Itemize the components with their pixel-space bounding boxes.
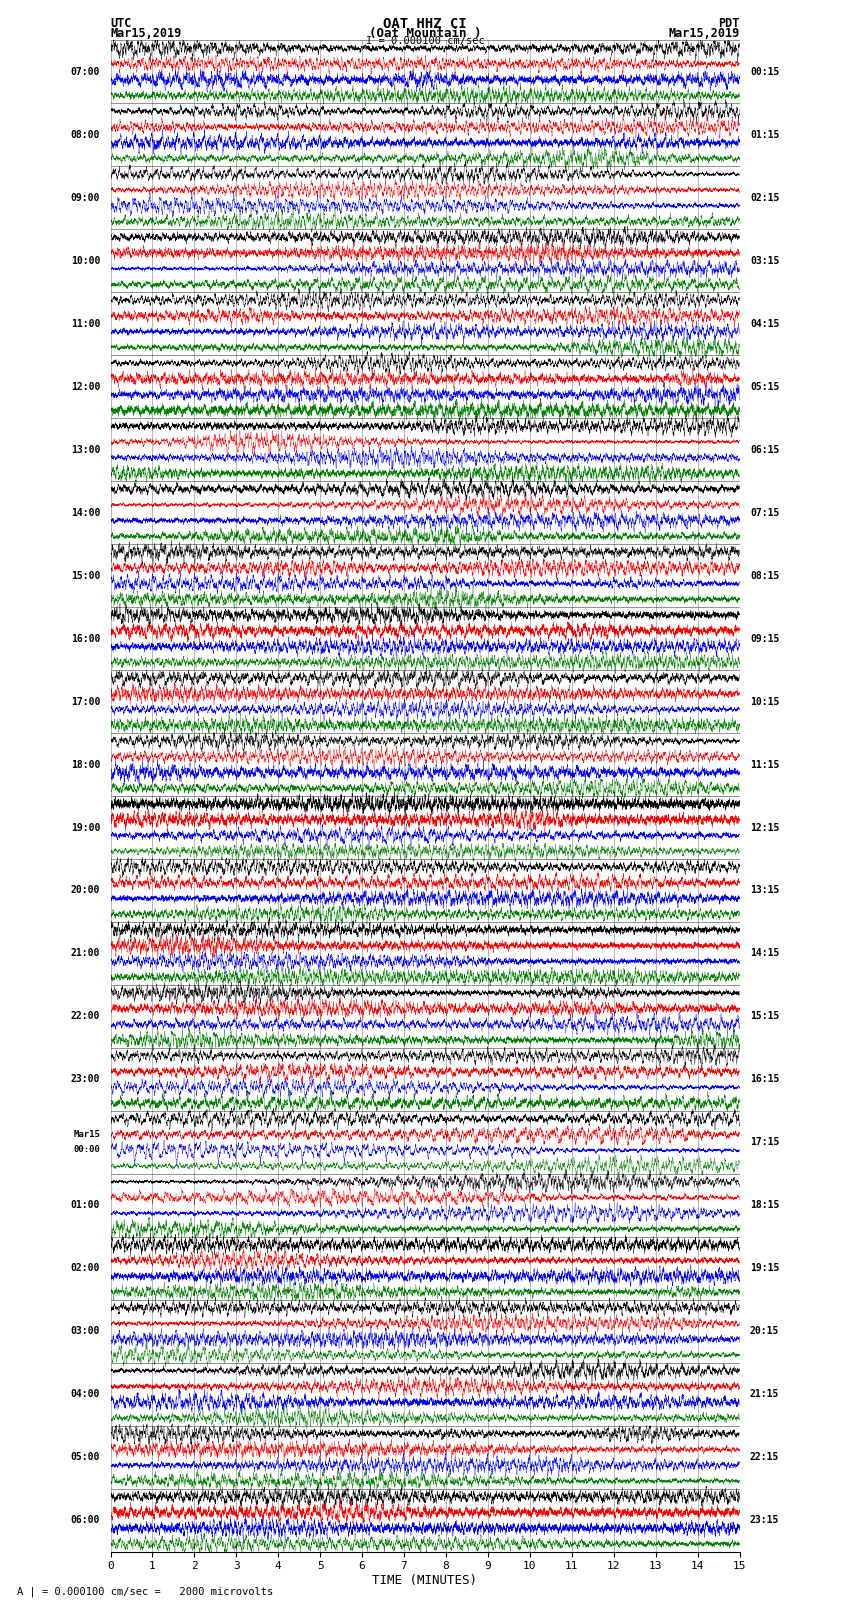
Text: PDT: PDT xyxy=(718,18,740,31)
Text: 23:00: 23:00 xyxy=(71,1074,100,1084)
Text: 23:15: 23:15 xyxy=(750,1515,779,1526)
Text: 10:15: 10:15 xyxy=(750,697,779,706)
Text: 08:15: 08:15 xyxy=(750,571,779,581)
Text: 22:00: 22:00 xyxy=(71,1011,100,1021)
Text: 05:00: 05:00 xyxy=(71,1452,100,1463)
Text: 07:00: 07:00 xyxy=(71,66,100,77)
Text: 05:15: 05:15 xyxy=(750,382,779,392)
Text: 03:00: 03:00 xyxy=(71,1326,100,1336)
Text: 13:15: 13:15 xyxy=(750,886,779,895)
Text: Mar15,2019: Mar15,2019 xyxy=(110,26,182,40)
Text: 02:00: 02:00 xyxy=(71,1263,100,1273)
Text: 15:15: 15:15 xyxy=(750,1011,779,1021)
Text: 01:00: 01:00 xyxy=(71,1200,100,1210)
Text: 20:15: 20:15 xyxy=(750,1326,779,1336)
Text: 12:15: 12:15 xyxy=(750,823,779,832)
X-axis label: TIME (MINUTES): TIME (MINUTES) xyxy=(372,1574,478,1587)
Text: 01:15: 01:15 xyxy=(750,129,779,140)
Text: 10:00: 10:00 xyxy=(71,256,100,266)
Text: Mar15,2019: Mar15,2019 xyxy=(668,26,740,40)
Text: 06:15: 06:15 xyxy=(750,445,779,455)
Text: 19:00: 19:00 xyxy=(71,823,100,832)
Text: 18:00: 18:00 xyxy=(71,760,100,769)
Text: 15:00: 15:00 xyxy=(71,571,100,581)
Text: 00:00: 00:00 xyxy=(73,1145,100,1155)
Text: 04:00: 04:00 xyxy=(71,1389,100,1398)
Text: 14:00: 14:00 xyxy=(71,508,100,518)
Text: 11:15: 11:15 xyxy=(750,760,779,769)
Text: I = 0.000100 cm/sec: I = 0.000100 cm/sec xyxy=(366,37,484,47)
Text: 21:00: 21:00 xyxy=(71,948,100,958)
Text: 06:00: 06:00 xyxy=(71,1515,100,1526)
Text: 20:00: 20:00 xyxy=(71,886,100,895)
Text: 21:15: 21:15 xyxy=(750,1389,779,1398)
Text: OAT HHZ CI: OAT HHZ CI xyxy=(383,18,467,31)
Text: 09:15: 09:15 xyxy=(750,634,779,644)
Text: 08:00: 08:00 xyxy=(71,129,100,140)
Text: 16:15: 16:15 xyxy=(750,1074,779,1084)
Text: 17:00: 17:00 xyxy=(71,697,100,706)
Text: 14:15: 14:15 xyxy=(750,948,779,958)
Text: 17:15: 17:15 xyxy=(750,1137,779,1147)
Text: 00:15: 00:15 xyxy=(750,66,779,77)
Text: 03:15: 03:15 xyxy=(750,256,779,266)
Text: A | = 0.000100 cm/sec =   2000 microvolts: A | = 0.000100 cm/sec = 2000 microvolts xyxy=(17,1586,273,1597)
Text: (Oat Mountain ): (Oat Mountain ) xyxy=(369,26,481,40)
Text: 11:00: 11:00 xyxy=(71,319,100,329)
Text: 19:15: 19:15 xyxy=(750,1263,779,1273)
Text: Mar15: Mar15 xyxy=(73,1131,100,1139)
Text: 18:15: 18:15 xyxy=(750,1200,779,1210)
Text: 09:00: 09:00 xyxy=(71,194,100,203)
Text: 04:15: 04:15 xyxy=(750,319,779,329)
Text: 13:00: 13:00 xyxy=(71,445,100,455)
Text: 22:15: 22:15 xyxy=(750,1452,779,1463)
Text: UTC: UTC xyxy=(110,18,132,31)
Text: 07:15: 07:15 xyxy=(750,508,779,518)
Text: 12:00: 12:00 xyxy=(71,382,100,392)
Text: 02:15: 02:15 xyxy=(750,194,779,203)
Text: 16:00: 16:00 xyxy=(71,634,100,644)
